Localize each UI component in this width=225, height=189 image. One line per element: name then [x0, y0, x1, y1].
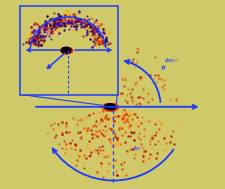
Text: $\phi_{NH^+}$: $\phi_{NH^+}$ [164, 56, 180, 65]
Text: $\phi_{D^+}$: $\phi_{D^+}$ [132, 144, 145, 153]
Ellipse shape [104, 104, 116, 110]
Bar [20, 6, 118, 94]
Ellipse shape [61, 47, 71, 53]
